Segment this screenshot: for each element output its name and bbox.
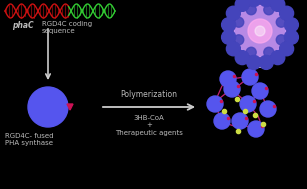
Circle shape (246, 47, 256, 57)
Circle shape (247, 55, 261, 69)
Circle shape (222, 30, 235, 44)
Circle shape (264, 5, 274, 15)
Circle shape (220, 71, 236, 87)
Circle shape (234, 17, 244, 27)
Circle shape (235, 51, 249, 65)
Circle shape (284, 18, 298, 32)
Polygon shape (67, 104, 73, 110)
Circle shape (242, 69, 258, 85)
Text: phaC: phaC (12, 21, 34, 30)
Circle shape (222, 18, 235, 32)
Text: 3HB-CoA
+
Therapeutic agents: 3HB-CoA + Therapeutic agents (115, 115, 183, 136)
Circle shape (271, 51, 285, 65)
Circle shape (224, 81, 240, 97)
Circle shape (248, 121, 264, 137)
Circle shape (234, 5, 286, 57)
Circle shape (240, 96, 256, 112)
Circle shape (255, 26, 265, 36)
Circle shape (248, 19, 272, 43)
Circle shape (271, 0, 285, 11)
Circle shape (276, 35, 286, 45)
Circle shape (214, 113, 230, 129)
Circle shape (260, 101, 276, 117)
Circle shape (235, 0, 249, 11)
Circle shape (232, 113, 248, 129)
Circle shape (280, 42, 293, 56)
Text: RGD4C coding
sequence: RGD4C coding sequence (42, 21, 92, 35)
Circle shape (226, 6, 240, 20)
Circle shape (252, 83, 268, 99)
Text: Polymerization: Polymerization (121, 90, 177, 99)
Circle shape (234, 35, 244, 45)
Circle shape (259, 55, 273, 69)
Circle shape (280, 6, 293, 20)
Circle shape (247, 0, 261, 7)
Circle shape (276, 17, 286, 27)
Circle shape (28, 87, 68, 127)
Circle shape (207, 96, 223, 112)
Circle shape (284, 30, 298, 44)
Circle shape (259, 0, 273, 7)
Circle shape (226, 42, 240, 56)
Circle shape (246, 5, 256, 15)
Circle shape (264, 47, 274, 57)
Text: RGD4C- fused
PHA synthase: RGD4C- fused PHA synthase (5, 133, 53, 146)
